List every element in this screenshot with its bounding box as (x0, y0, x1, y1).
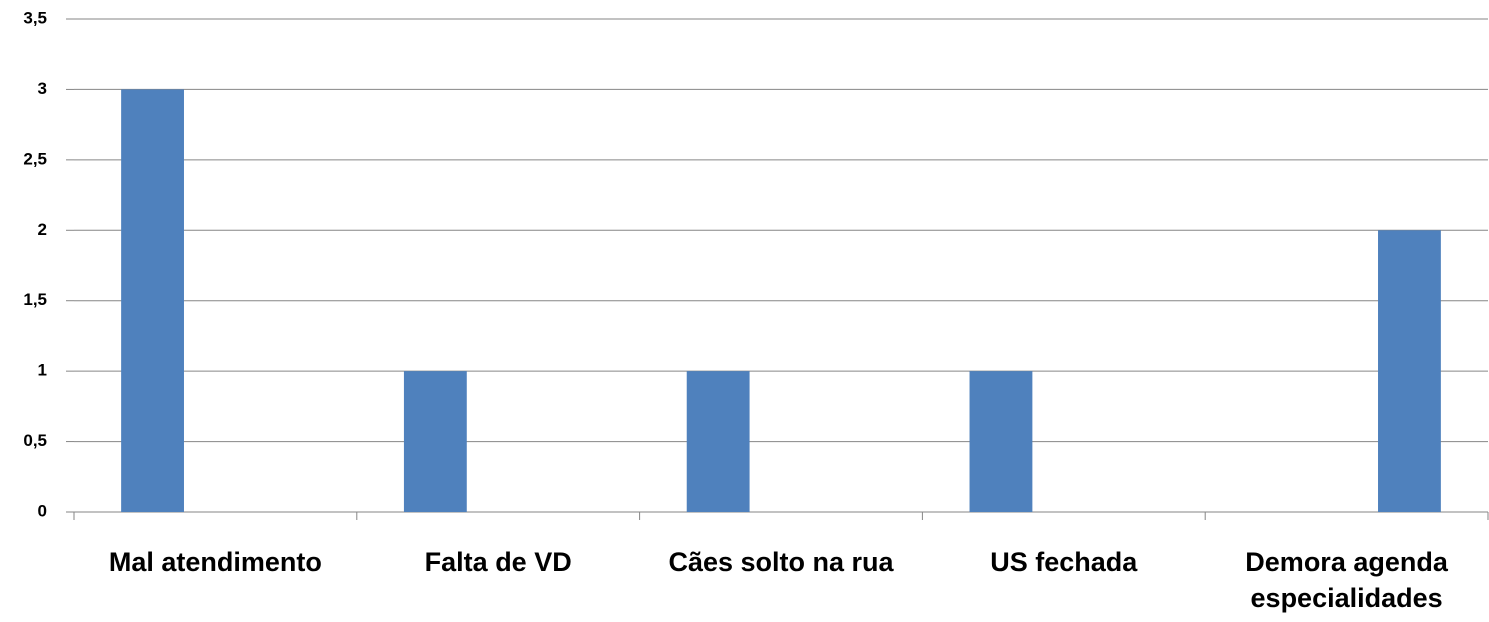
x-tick-label: Cães solto na rua (668, 547, 894, 577)
y-tick-label: 1,5 (23, 290, 47, 309)
y-tick-label: 0 (38, 501, 47, 520)
y-tick-label: 2,5 (23, 149, 47, 168)
x-tick-label: Demora agenda especialidades (1245, 547, 1449, 613)
x-tick-label: Falta de VD (425, 547, 572, 577)
x-tick-label: Mal atendimento (109, 547, 322, 577)
bar (1378, 230, 1441, 513)
y-tick-label: 3 (38, 79, 47, 98)
bar (403, 371, 467, 512)
bar (121, 89, 184, 512)
y-tick-label: 2 (38, 220, 47, 239)
bar (686, 371, 750, 512)
bar (969, 371, 1033, 512)
x-tick-label: US fechada (990, 547, 1138, 577)
y-tick-label: 0,5 (23, 431, 47, 450)
y-tick-label: 3,5 (23, 8, 47, 27)
y-tick-label: 1 (38, 361, 47, 380)
